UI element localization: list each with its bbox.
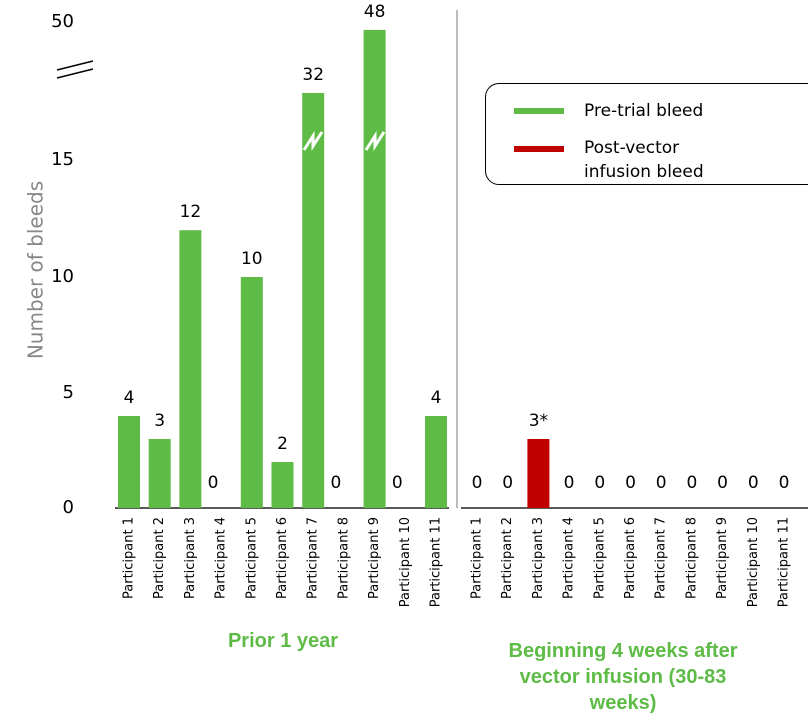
value-label: 0 [208,473,219,493]
y-tick-label: 15 [51,149,74,170]
value-label: 0 [779,473,790,493]
x-tick-label: Participant 2 [500,517,515,599]
legend-label: Pre-trial bleed [584,101,704,121]
bar [425,416,447,508]
x-tick-label: Participant 11 [429,517,444,607]
value-label: 2 [277,434,288,454]
bar [271,462,294,508]
value-label: 0 [564,473,575,493]
x-tick-label: Participant 1 [122,517,137,599]
bar [240,277,263,508]
y-tick-label: 50 [51,11,74,32]
value-label: 0 [472,473,483,493]
value-label: 3* [529,411,548,431]
x-tick-label: Participant 11 [777,517,792,607]
y-tick-label: 5 [63,382,74,403]
value-label: 0 [502,473,513,493]
bar-break [364,130,386,152]
value-label: 3 [154,411,165,431]
x-tick-label: Participant 3 [183,517,198,599]
x-tick-label: Participant 9 [367,517,382,599]
legend-label: Post-vector infusion bleed [584,138,704,182]
x-tick-label: Participant 9 [715,517,730,599]
x-tick-label: Participant 1 [470,517,485,599]
x-tick-label: Participant 10 [398,517,413,607]
bar [179,230,202,508]
value-label: 10 [241,249,263,269]
x-tick-label: Participant 2 [152,517,167,599]
y-tick-label: 0 [63,497,74,518]
value-label: 0 [717,473,728,493]
x-tick-label: Participant 6 [623,517,638,599]
x-tick-label: Participant 7 [654,517,669,599]
axis-break [56,60,94,79]
value-label: 4 [431,388,442,408]
bar [527,439,550,508]
bar [118,416,140,508]
bar [148,439,171,508]
legend-swatch [514,108,564,114]
value-label: 0 [656,473,667,493]
x-tick-label: Participant 10 [746,517,761,607]
value-label: 0 [686,473,697,493]
x-tick-label: Participant 5 [244,517,259,599]
bar [302,92,325,508]
value-label: 0 [625,473,636,493]
y-axis-label: Number of bleeds [24,181,48,359]
x-tick-label: Participant 6 [275,517,290,599]
legend: Pre-trial bleed Post-vector infusion ble… [485,83,808,185]
value-label: 48 [364,2,386,22]
value-label: 0 [748,473,759,493]
legend-swatch [514,146,564,152]
x-tick-label: Participant 4 [562,517,577,599]
value-label: 4 [124,388,135,408]
x-tick-label: Participant 5 [592,517,607,599]
x-axis-label: Beginning 4 weeks after vector infusion … [508,640,738,714]
x-tick-label: Participant 8 [336,517,351,599]
value-label: 0 [594,473,605,493]
x-tick-label: Participant 7 [306,517,321,599]
value-label: 0 [392,473,403,493]
value-label: 32 [302,65,324,85]
value-label: 0 [330,473,341,493]
x-axis-label: Prior 1 year [227,630,339,652]
bar [363,29,386,509]
value-label: 12 [180,202,202,222]
y-tick-label: 10 [51,266,74,287]
x-tick-label: Participant 3 [531,517,546,599]
bar-break [302,130,324,152]
x-tick-label: Participant 8 [684,517,699,599]
x-tick-label: Participant 4 [214,517,229,599]
